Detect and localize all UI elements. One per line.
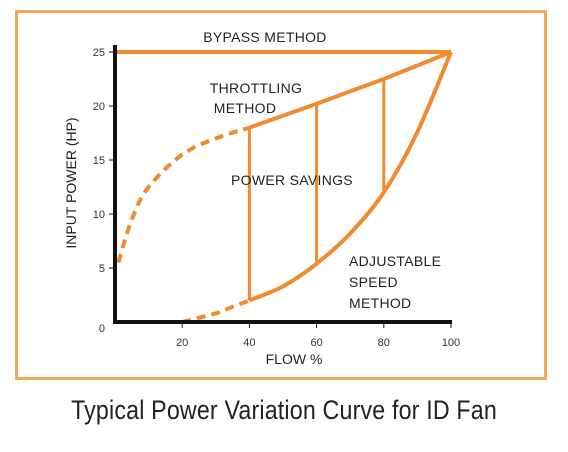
series-throttling-method-extrapolated	[116, 125, 251, 264]
series-layer	[115, 50, 453, 324]
figure-frame	[15, 10, 547, 380]
y-tick-label-5: 5	[99, 263, 105, 275]
adjustable-speed-label-line3: METHOD	[349, 295, 411, 311]
tick-layer: 0 5 10 15 20 25 20 40 60 80 100	[93, 47, 460, 349]
x-tick-label-40: 40	[243, 337, 255, 349]
y-tick-label-25: 25	[93, 47, 105, 59]
power-variation-chart: 0 5 10 15 20 25 20 40 60 80 100 FLOW % INPUT POWER…	[63, 29, 460, 367]
figure-caption: Typical Power Variation Curve for ID Fan	[71, 395, 497, 425]
series-throttling-method	[248, 50, 452, 130]
x-tick-label-100: 100	[442, 337, 460, 349]
y-tick-label-10: 10	[93, 209, 105, 221]
throttling-method-label-line1: THROTTLING	[210, 80, 302, 96]
y-tick-label-15: 15	[93, 155, 105, 167]
series-adjustable-speed-method	[248, 51, 453, 303]
x-tick-label-20: 20	[176, 337, 188, 349]
bypass-method-label: BYPASS METHOD	[203, 29, 326, 45]
x-tick-label-60: 60	[310, 337, 322, 349]
axis-layer	[113, 45, 452, 324]
y-tick-label-20: 20	[93, 101, 105, 113]
adjustable-speed-label-line2: SPEED	[349, 274, 398, 290]
series-adjustable-speed-method-extrapolated	[181, 298, 251, 324]
y-tick-label-0: 0	[99, 323, 105, 335]
x-tick-label-80: 80	[378, 337, 390, 349]
adjustable-speed-label-line1: ADJUSTABLE	[349, 253, 441, 269]
throttling-method-label-line2: METHOD	[214, 100, 276, 116]
power-savings-label: POWER SAVINGS	[231, 172, 353, 188]
y-axis-title: INPUT POWER (HP)	[63, 117, 79, 248]
x-axis-title: FLOW %	[266, 351, 323, 367]
